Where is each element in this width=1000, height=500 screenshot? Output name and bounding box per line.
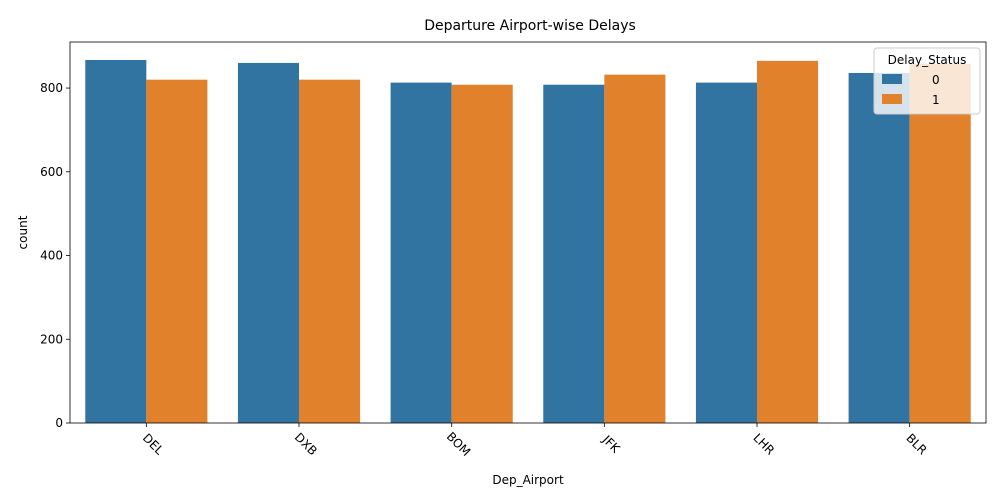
bars-group [85, 60, 971, 424]
y-axis-label: count [16, 215, 30, 249]
y-tick-label: 0 [55, 416, 63, 430]
y-tick-label: 200 [40, 332, 63, 346]
legend: Delay_Status 0 1 [873, 47, 981, 115]
bar-jfk-0 [543, 84, 605, 424]
y-axis: 0 200 400 600 800 [40, 81, 70, 430]
legend-swatch-0 [882, 74, 902, 84]
bar-blr-1 [909, 63, 971, 424]
bar-dxb-0 [237, 62, 299, 424]
chart-title: Departure Airport-wise Delays [424, 18, 636, 34]
y-tick-label: 600 [40, 165, 63, 179]
bar-lhr-1 [757, 60, 819, 424]
x-tick-label: BOM [444, 429, 474, 459]
x-tick-label: DEL [140, 431, 167, 458]
x-axis-label: Dep_Airport [492, 473, 564, 487]
bar-bom-0 [390, 82, 452, 424]
bar-jfk-1 [604, 74, 666, 423]
x-tick-label: BLR [903, 431, 929, 457]
x-tick-label: JFK [599, 432, 623, 456]
x-tick-label: DXB [292, 430, 320, 458]
bar-lhr-0 [695, 82, 757, 424]
y-tick-label: 400 [40, 249, 63, 263]
bar-dxb-1 [299, 79, 361, 424]
plot-frame [69, 41, 987, 424]
x-tick-label: LHR [750, 431, 777, 458]
legend-label-0: 0 [932, 73, 940, 87]
legend-swatch-1 [882, 94, 902, 104]
bar-del-0 [85, 60, 147, 423]
legend-title: Delay_Status [888, 53, 967, 67]
x-axis: DEL DXB BOM JFK LHR BLR [140, 423, 930, 459]
y-tick-label: 800 [40, 81, 63, 95]
bar-bom-1 [451, 84, 513, 424]
bar-del-1 [146, 79, 208, 424]
legend-label-1: 1 [932, 93, 940, 107]
bar-blr-0 [848, 72, 910, 423]
